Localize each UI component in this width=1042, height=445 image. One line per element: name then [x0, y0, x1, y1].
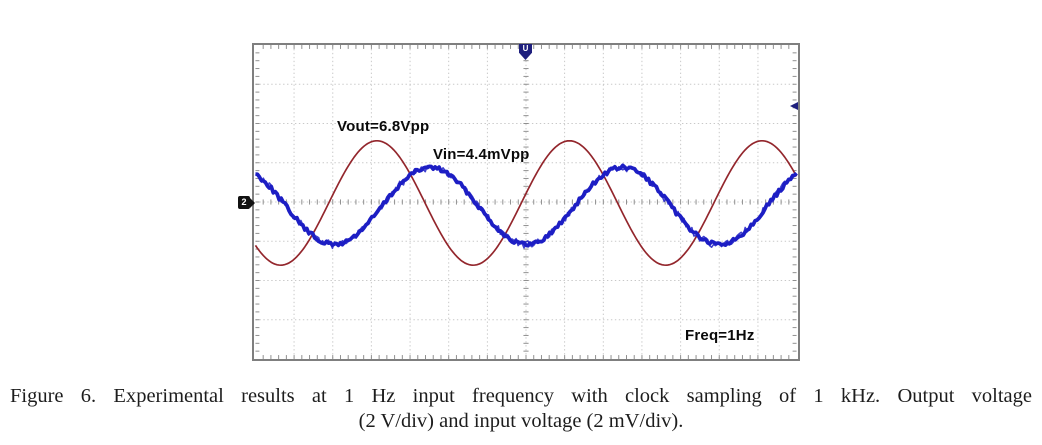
oscilloscope-graticule-and-traces [254, 45, 798, 359]
channel-2-marker-icon: 2 [238, 196, 255, 209]
vin-annotation: Vin=4.4mVpp [433, 146, 530, 163]
caption-line-2: (2 V/div) and input voltage (2 mV/div). [358, 410, 684, 432]
oscilloscope-screen: Vout=6.8Vpp Vin=4.4mVpp Freq=1Hz 2 U [238, 43, 800, 361]
figure-caption: Figure 6. Experimental results at 1 Hz i… [10, 384, 1032, 434]
channel-2-label: 2 [238, 196, 250, 209]
channel-2-arrow-icon [250, 197, 255, 208]
caption-line-1: Figure 6. Experimental results at 1 Hz i… [10, 385, 1032, 407]
frequency-annotation: Freq=1Hz [685, 327, 755, 344]
trigger-level-arrow-icon [790, 102, 798, 110]
trigger-position-marker-icon: U [519, 44, 532, 60]
vout-annotation: Vout=6.8Vpp [337, 118, 430, 135]
